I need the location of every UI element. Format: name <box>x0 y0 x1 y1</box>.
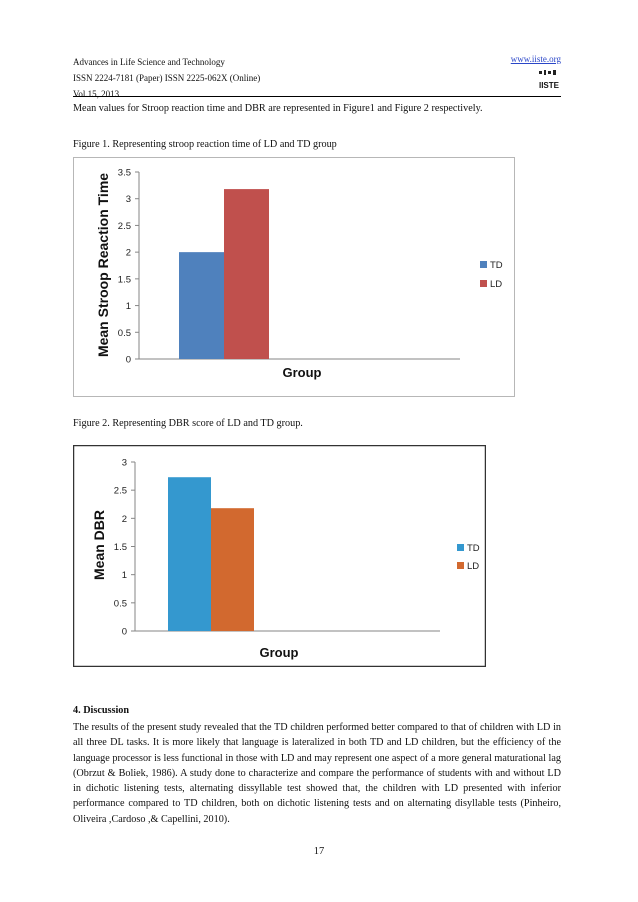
bar-td <box>179 252 224 359</box>
legend-label-td: TD <box>490 260 503 271</box>
y-tick-label: 0 <box>126 355 131 366</box>
y-tick-label: 1 <box>122 570 127 581</box>
y-tick-label: 1 <box>126 301 131 312</box>
legend-swatch-ld <box>457 562 464 569</box>
figure1-chart: 0 0.5 1 1.5 2 2.5 3 3.5 Group Mean Stroop Reactio… <box>73 157 515 397</box>
journal-url-link[interactable]: www.iiste.org <box>510 54 561 64</box>
y-tick-label: 2 <box>122 514 127 525</box>
iiste-logo: IISTE <box>539 70 560 90</box>
y-tick-label: 0 <box>122 627 127 638</box>
y-tick-label: 0.5 <box>114 598 127 609</box>
figure2-chart: 0 0.5 1 1.5 2 2.5 3 Group Mean DBR TD LD <box>73 445 486 667</box>
legend-swatch-ld <box>480 280 487 287</box>
legend-label-ld: LD <box>467 561 479 572</box>
figure2-caption: Figure 2. Representing DBR score of LD a… <box>73 418 303 429</box>
y-axis-label: Mean Stroop Reaction Time <box>95 173 111 357</box>
chart-frame <box>73 445 486 667</box>
y-tick-label: 1.5 <box>114 542 127 553</box>
figure2-svg: 0 0.5 1 1.5 2 2.5 3 Group Mean DBR TD LD <box>73 445 486 667</box>
y-tick-label: 2.5 <box>114 486 127 497</box>
bar-ld <box>224 189 269 359</box>
legend-swatch-td <box>480 261 487 268</box>
journal-header: Advances in Life Science and Technology … <box>73 54 260 102</box>
legend-label-td: TD <box>467 543 480 554</box>
y-tick-label: 3 <box>122 458 127 469</box>
y-axis-label: Mean DBR <box>91 510 107 580</box>
header-divider <box>73 96 561 97</box>
intro-paragraph: Mean values for Stroop reaction time and… <box>73 103 483 114</box>
bar-ld <box>211 508 254 631</box>
y-tick-label: 2 <box>126 248 131 259</box>
chart-frame <box>73 157 515 397</box>
y-tick-label: 1.5 <box>118 274 131 285</box>
legend-label-ld: LD <box>490 279 502 290</box>
journal-title: Advances in Life Science and Technology <box>73 57 225 67</box>
x-axis-label: Group <box>260 645 299 660</box>
legend-swatch-td <box>457 544 464 551</box>
y-tick-label: 2.5 <box>118 221 131 232</box>
journal-volume: Vol.15, 2013 <box>73 89 120 99</box>
figure1-caption: Figure 1. Representing stroop reaction t… <box>73 139 337 150</box>
logo-text: IISTE <box>539 81 560 90</box>
figure1-svg: 0 0.5 1 1.5 2 2.5 3 3.5 Group Mean Stroop Reactio… <box>73 157 515 397</box>
bar-td <box>168 477 211 631</box>
x-axis-label: Group <box>283 365 322 380</box>
page-number: 17 <box>313 846 325 857</box>
y-tick-label: 3 <box>126 194 131 205</box>
y-tick-label: 0.5 <box>118 328 131 339</box>
y-tick-label: 3.5 <box>118 168 131 179</box>
journal-issn: ISSN 2224-7181 (Paper) ISSN 2225-062X (O… <box>73 73 261 83</box>
discussion-text: The results of the present study reveale… <box>73 722 561 825</box>
discussion-heading: 4. Discussion <box>73 705 130 716</box>
